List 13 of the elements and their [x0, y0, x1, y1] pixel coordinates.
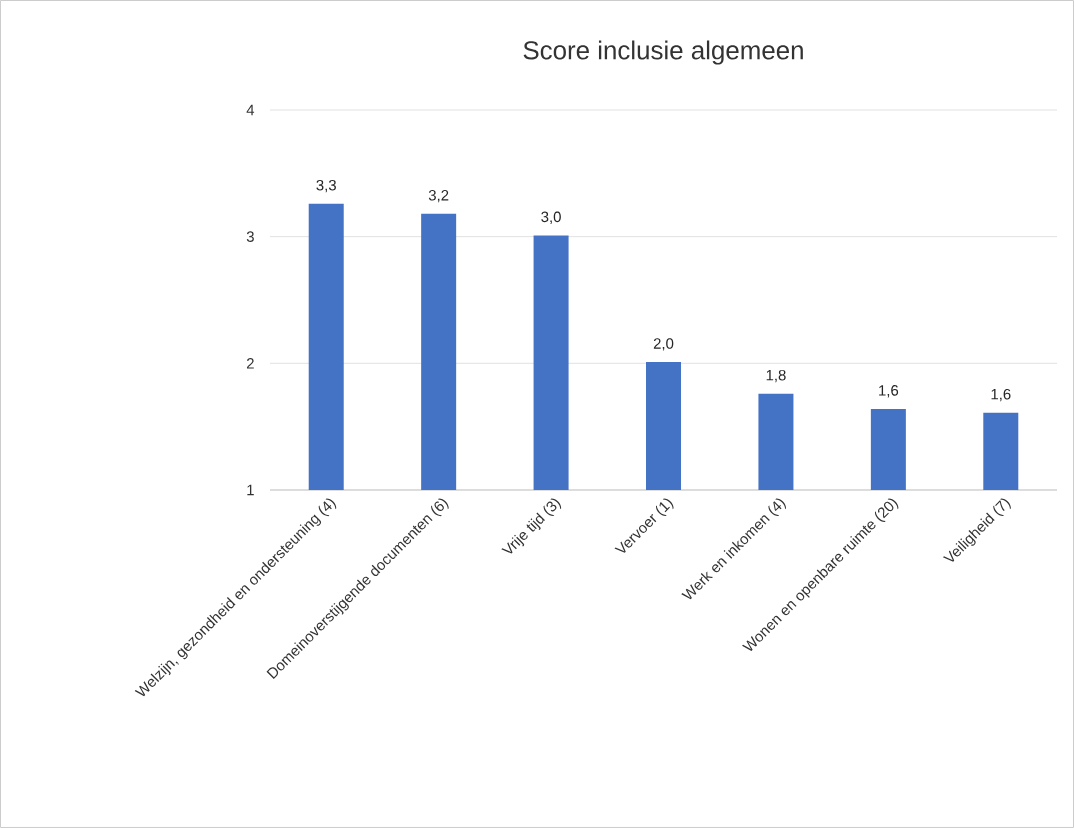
data-label: 3,0 — [541, 211, 561, 224]
data-label: 3,2 — [428, 190, 449, 203]
y-tick-label: 2 — [246, 358, 254, 369]
data-label: 1,6 — [991, 388, 1011, 402]
data-label: 2,0 — [653, 338, 674, 351]
data-label: 1,6 — [879, 385, 899, 398]
data-label: 3,3 — [316, 179, 336, 193]
y-tick-label: 1 — [247, 484, 254, 496]
y-tick-label: 3 — [246, 231, 254, 242]
data-label: 1,8 — [766, 369, 786, 383]
chart-title: Score inclusie algemeen — [523, 40, 803, 65]
y-tick-label: 4 — [246, 104, 255, 116]
x-tick-label: Vrije tijd (3) — [501, 498, 562, 554]
